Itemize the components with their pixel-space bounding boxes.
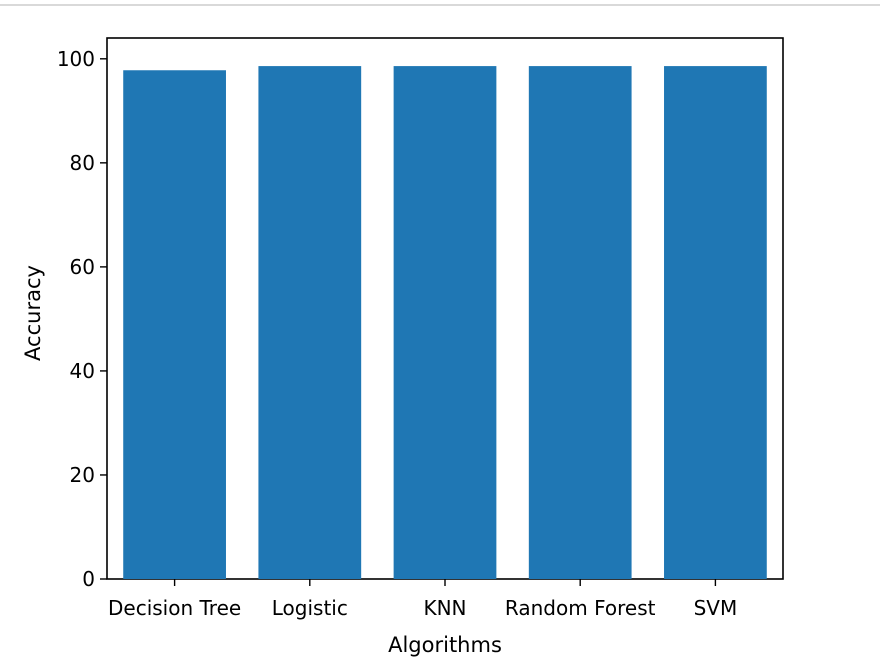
x-axis-ticks: Decision Tree Logistic KNN Random Forest SVM bbox=[108, 579, 737, 620]
x-axis-label: Algorithms bbox=[388, 633, 502, 657]
y-axis-ticks: 0 20 40 60 80 100 bbox=[57, 47, 107, 591]
y-tick-label: 20 bbox=[70, 463, 95, 487]
x-tick-label: Decision Tree bbox=[108, 596, 241, 620]
x-tick-label: KNN bbox=[423, 596, 466, 620]
x-tick-label: SVM bbox=[694, 596, 738, 620]
y-tick-label: 40 bbox=[70, 359, 95, 383]
bar-random-forest bbox=[528, 66, 632, 579]
bar-logistic bbox=[258, 66, 362, 579]
window-top-border bbox=[0, 4, 880, 6]
x-tick-label: Random Forest bbox=[505, 596, 656, 620]
y-tick-label: 80 bbox=[70, 151, 95, 175]
x-tick-label: Logistic bbox=[272, 596, 348, 620]
bars-group bbox=[123, 66, 767, 579]
bar-knn bbox=[393, 66, 497, 579]
bar-svm bbox=[664, 66, 767, 579]
y-axis-label: Accuracy bbox=[21, 265, 45, 361]
y-tick-label: 0 bbox=[82, 567, 95, 591]
bar-decision-tree bbox=[123, 70, 226, 579]
y-tick-label: 100 bbox=[57, 47, 95, 71]
y-tick-label: 60 bbox=[70, 255, 95, 279]
